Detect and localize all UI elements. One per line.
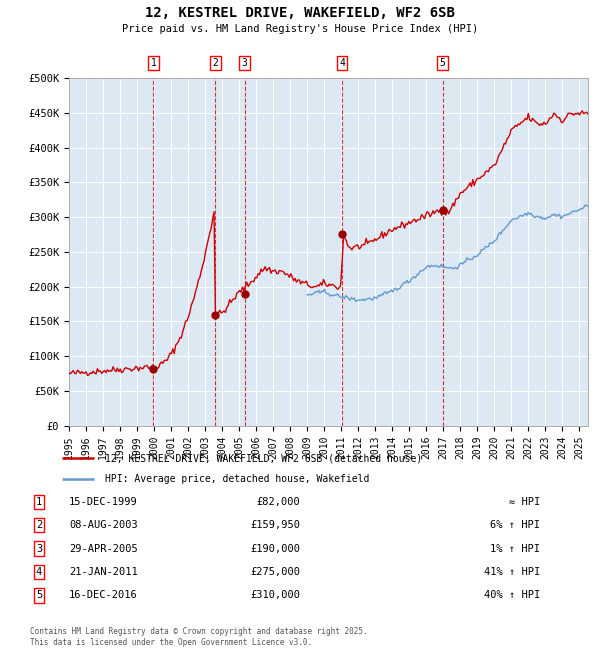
Text: 16-DEC-2016: 16-DEC-2016 xyxy=(69,590,138,601)
Text: 41% ↑ HPI: 41% ↑ HPI xyxy=(484,567,540,577)
Text: 15-DEC-1999: 15-DEC-1999 xyxy=(69,497,138,507)
Text: 4: 4 xyxy=(36,567,42,577)
Text: 2: 2 xyxy=(212,58,218,68)
Text: 21-JAN-2011: 21-JAN-2011 xyxy=(69,567,138,577)
Text: 1: 1 xyxy=(36,497,42,507)
Text: 5: 5 xyxy=(440,58,446,68)
Text: 3: 3 xyxy=(36,543,42,554)
Text: 40% ↑ HPI: 40% ↑ HPI xyxy=(484,590,540,601)
Text: 1: 1 xyxy=(151,58,157,68)
Text: 1% ↑ HPI: 1% ↑ HPI xyxy=(490,543,540,554)
Text: 4: 4 xyxy=(339,58,345,68)
Text: 08-AUG-2003: 08-AUG-2003 xyxy=(69,520,138,530)
Text: 3: 3 xyxy=(242,58,248,68)
Text: Price paid vs. HM Land Registry's House Price Index (HPI): Price paid vs. HM Land Registry's House … xyxy=(122,24,478,34)
Text: 29-APR-2005: 29-APR-2005 xyxy=(69,543,138,554)
Text: Contains HM Land Registry data © Crown copyright and database right 2025.
This d: Contains HM Land Registry data © Crown c… xyxy=(30,627,368,647)
Text: 12, KESTREL DRIVE, WAKEFIELD, WF2 6SB: 12, KESTREL DRIVE, WAKEFIELD, WF2 6SB xyxy=(145,6,455,20)
Text: 12, KESTREL DRIVE, WAKEFIELD, WF2 6SB (detached house): 12, KESTREL DRIVE, WAKEFIELD, WF2 6SB (d… xyxy=(105,454,422,463)
Text: 5: 5 xyxy=(36,590,42,601)
Text: ≈ HPI: ≈ HPI xyxy=(509,497,540,507)
Text: £275,000: £275,000 xyxy=(250,567,300,577)
Text: HPI: Average price, detached house, Wakefield: HPI: Average price, detached house, Wake… xyxy=(105,474,369,484)
Text: £310,000: £310,000 xyxy=(250,590,300,601)
Text: 2: 2 xyxy=(36,520,42,530)
Text: £82,000: £82,000 xyxy=(256,497,300,507)
Text: £190,000: £190,000 xyxy=(250,543,300,554)
Text: 6% ↑ HPI: 6% ↑ HPI xyxy=(490,520,540,530)
Text: £159,950: £159,950 xyxy=(250,520,300,530)
